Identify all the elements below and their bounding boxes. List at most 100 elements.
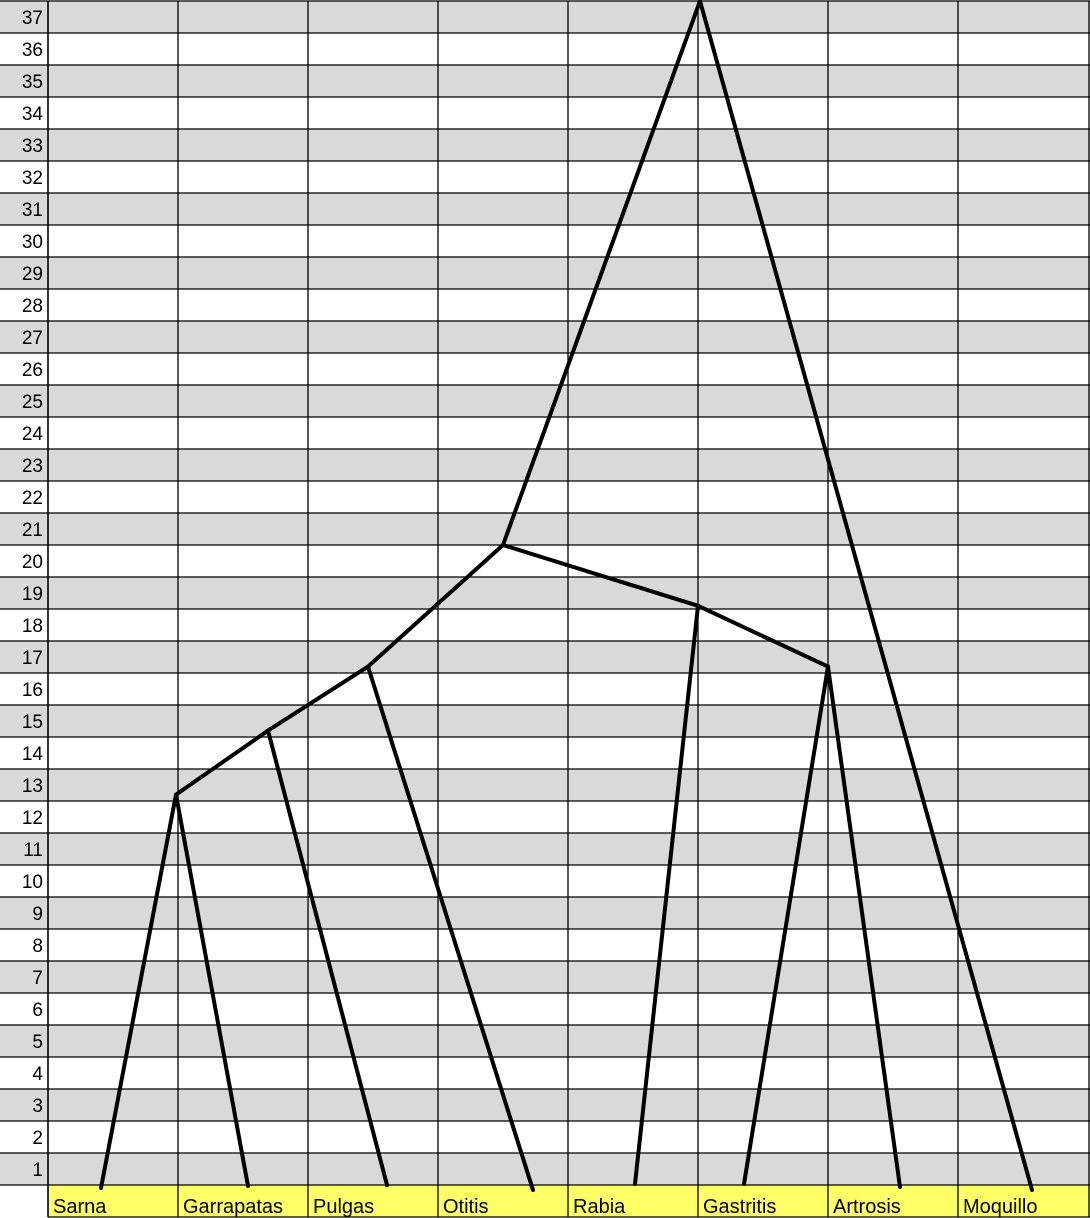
row-label: 22 <box>22 488 43 509</box>
row-band <box>0 1 1090 33</box>
row-label: 24 <box>22 424 44 445</box>
dendrogram-link <box>501 543 700 608</box>
row-band <box>0 513 1090 545</box>
dendrogram-link <box>698 0 1034 1192</box>
row-band <box>0 97 1090 129</box>
row-band <box>0 545 1090 577</box>
row-label: 23 <box>22 456 43 477</box>
row-label: 31 <box>22 200 43 221</box>
row-label: 29 <box>22 264 43 285</box>
row-label: 10 <box>22 872 43 893</box>
row-band <box>0 129 1090 161</box>
row-label: 25 <box>22 392 43 413</box>
row-label: 30 <box>22 232 43 253</box>
row-band <box>0 289 1090 321</box>
leaf-labels: Sarna Garrapatas Pulgas Otitis Rabia Gastriti… <box>53 1196 1037 1218</box>
leaf-label: Garrapatas <box>183 1196 283 1218</box>
row-band <box>0 65 1090 97</box>
leaf-label: Moquillo <box>963 1196 1037 1218</box>
dendrogram-link <box>99 792 178 1190</box>
row-label: 32 <box>22 168 43 189</box>
row-label: 3 <box>32 1096 43 1117</box>
dendrogram-link <box>266 664 370 733</box>
row-label: 27 <box>22 328 43 349</box>
row-label: 16 <box>22 680 43 701</box>
row-band <box>0 1121 1090 1153</box>
row-band <box>0 321 1090 353</box>
row-label: 13 <box>22 776 43 797</box>
dendrogram-link <box>366 664 535 1192</box>
row-band <box>0 993 1090 1025</box>
row-label: 18 <box>22 616 43 637</box>
row-band <box>0 577 1090 609</box>
row-band <box>0 897 1090 929</box>
leaf-label: Artrosis <box>833 1196 901 1218</box>
row-band <box>0 833 1090 865</box>
row-label: 26 <box>22 360 43 381</box>
row-label: 8 <box>32 936 43 957</box>
row-label: 1 <box>32 1160 43 1181</box>
dendrogram-links <box>99 0 1034 1192</box>
row-band <box>0 769 1090 801</box>
row-band <box>0 865 1090 897</box>
leaf-label: Pulgas <box>313 1196 374 1218</box>
row-band <box>0 193 1090 225</box>
dendrogram-link <box>174 792 250 1188</box>
row-label: 2 <box>32 1128 43 1149</box>
row-label: 37 <box>22 8 43 29</box>
dendrogram-link <box>174 728 270 797</box>
row-label: 34 <box>22 104 44 125</box>
row-band <box>0 449 1090 481</box>
row-band <box>0 929 1090 961</box>
row-label: 33 <box>22 136 43 157</box>
row-band <box>0 385 1090 417</box>
row-label: 28 <box>22 296 43 317</box>
row-band <box>0 1153 1090 1185</box>
row-label: 19 <box>22 584 43 605</box>
row-label: 36 <box>22 40 43 61</box>
row-band <box>0 225 1090 257</box>
row-label: 14 <box>22 744 44 765</box>
row-label: 6 <box>32 1000 43 1021</box>
row-label: 5 <box>32 1032 43 1053</box>
leaf-label: Rabia <box>573 1196 626 1218</box>
row-band <box>0 1089 1090 1121</box>
row-label: 7 <box>32 968 43 989</box>
row-band <box>0 737 1090 769</box>
row-label: 15 <box>22 712 43 733</box>
row-band <box>0 353 1090 385</box>
leaf-label: Sarna <box>53 1196 107 1218</box>
row-label: 35 <box>22 72 43 93</box>
dendrogram-link <box>633 603 700 1186</box>
row-label: 9 <box>32 904 43 925</box>
row-number-labels: 3736353433323130292827262524232221201918… <box>22 8 44 1181</box>
dendrogram-link <box>696 603 830 669</box>
row-band <box>0 609 1090 641</box>
row-label: 17 <box>22 648 43 669</box>
row-band <box>0 161 1090 193</box>
row-label: 11 <box>23 840 43 861</box>
row-band <box>0 673 1090 705</box>
row-label: 4 <box>32 1064 43 1085</box>
dendrogram-link <box>266 728 389 1187</box>
leaf-label: Gastritis <box>703 1196 776 1218</box>
row-band <box>0 641 1090 673</box>
dendrogram-link <box>826 664 902 1189</box>
leaf-label: Otitis <box>443 1196 489 1218</box>
row-band <box>0 33 1090 65</box>
dendrogram-link <box>366 543 505 669</box>
row-band <box>0 961 1090 993</box>
row-label: 20 <box>22 552 43 573</box>
row-band <box>0 1025 1090 1057</box>
dendrogram-link <box>501 0 702 547</box>
row-label: 21 <box>22 520 43 541</box>
row-band <box>0 705 1090 737</box>
dendrogram-link <box>742 664 830 1186</box>
leaf-row-band <box>48 1185 1090 1217</box>
row-band <box>0 1057 1090 1089</box>
row-label: 12 <box>22 808 43 829</box>
row-band <box>0 257 1090 289</box>
